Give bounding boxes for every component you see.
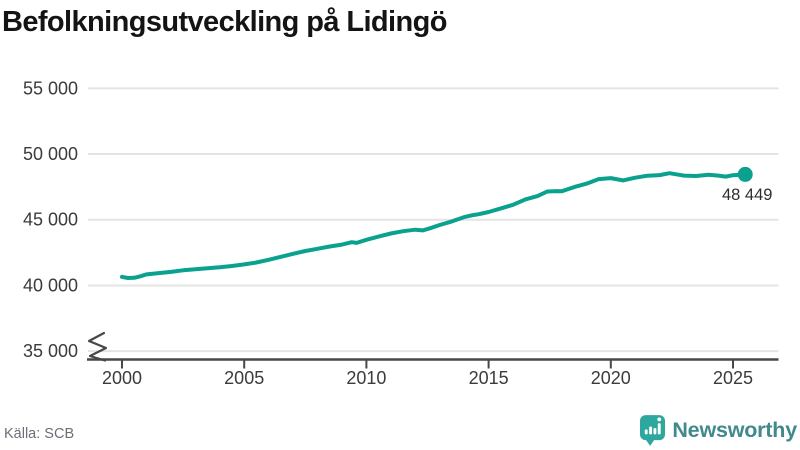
y-tick-label: 45 000 xyxy=(23,210,78,230)
latest-value-label: 48 449 xyxy=(722,186,772,204)
x-tick-label: 2010 xyxy=(346,368,386,388)
x-tick-label: 2005 xyxy=(224,368,264,388)
population-line xyxy=(120,171,748,280)
y-tick-label: 40 000 xyxy=(23,275,78,295)
newsworthy-icon xyxy=(640,415,666,446)
chart-title: Befolkningsutveckling på Lidingö xyxy=(2,6,447,38)
newsworthy-logo[interactable]: Newsworthy xyxy=(639,414,797,447)
x-tick-label: 2000 xyxy=(102,368,142,388)
y-tick-label: 50 000 xyxy=(23,144,78,164)
latest-point-marker xyxy=(737,166,753,182)
x-tick-label: 2025 xyxy=(713,368,753,388)
source-label: Källa: SCB xyxy=(4,426,75,442)
axis-break-icon xyxy=(87,331,108,362)
newsworthy-wordmark: Newsworthy xyxy=(672,418,797,442)
x-tick-label: 2020 xyxy=(591,368,631,388)
x-tick-label: 2015 xyxy=(469,368,509,388)
y-tick-label: 55 000 xyxy=(23,78,78,98)
y-tick-label: 35 000 xyxy=(23,341,78,361)
